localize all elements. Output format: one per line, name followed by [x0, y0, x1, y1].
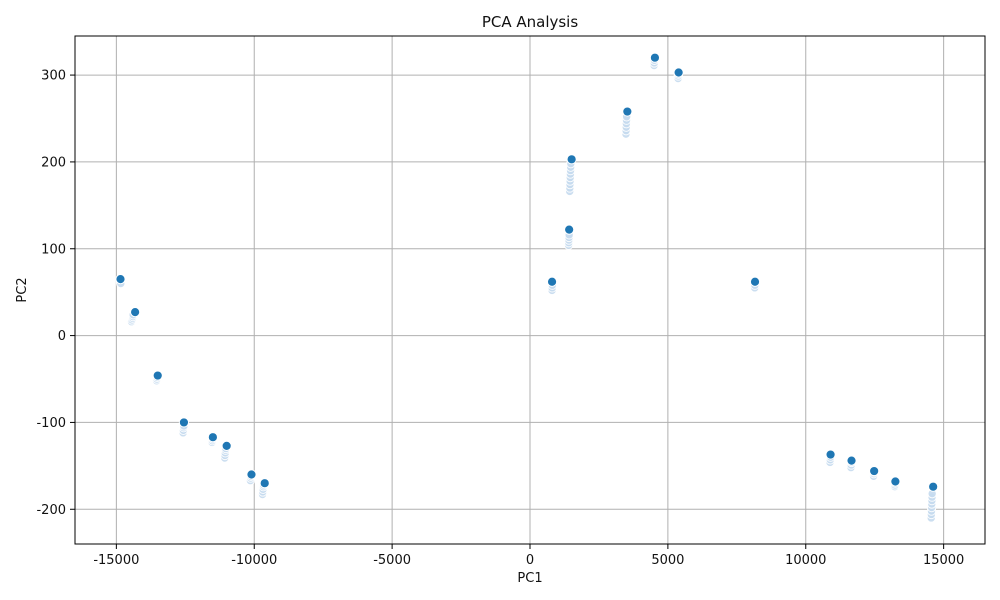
data-point: [564, 224, 575, 235]
y-axis-label: PC2: [15, 277, 30, 302]
ticks: -15000 -10000 -5000 0 5000 10000 15000 -200 -100…: [36, 69, 964, 568]
data-point: [622, 106, 633, 117]
chart-title: PCA Analysis: [482, 13, 579, 31]
x-tick-label: -10000: [231, 553, 277, 568]
data-point: [259, 478, 270, 489]
y-tick-label: 300: [41, 69, 66, 84]
x-tick-label: 10000: [785, 553, 826, 568]
data-point: [207, 432, 218, 443]
y-tick-label: 200: [41, 155, 66, 170]
data-point: [221, 440, 232, 451]
data-point: [152, 370, 163, 381]
data-point: [546, 276, 558, 287]
data-point: [890, 476, 901, 487]
y-tick-label: 0: [58, 329, 66, 344]
data-point: [846, 455, 857, 466]
data-point: [869, 465, 880, 477]
data-point: [649, 52, 661, 63]
grid: [75, 36, 985, 544]
data-point: [178, 417, 190, 428]
data-point: [749, 276, 761, 287]
data-point: [246, 469, 257, 480]
y-tick-label: -200: [36, 503, 66, 518]
data-point: [825, 449, 836, 460]
x-axis-label: PC1: [517, 571, 542, 586]
y-tick-label: 100: [41, 242, 66, 257]
x-tick-label: 5000: [651, 553, 684, 568]
data-point: [130, 307, 141, 318]
x-tick-label: -5000: [373, 553, 411, 568]
data-point: [566, 154, 577, 165]
x-tick-label: 15000: [923, 553, 964, 568]
data-point: [115, 274, 126, 285]
data-point: [673, 67, 684, 78]
x-tick-label: 0: [526, 553, 534, 568]
data-point: [928, 481, 939, 492]
y-tick-label: -100: [36, 416, 66, 431]
x-tick-label: -15000: [93, 553, 139, 568]
points: [115, 52, 939, 523]
